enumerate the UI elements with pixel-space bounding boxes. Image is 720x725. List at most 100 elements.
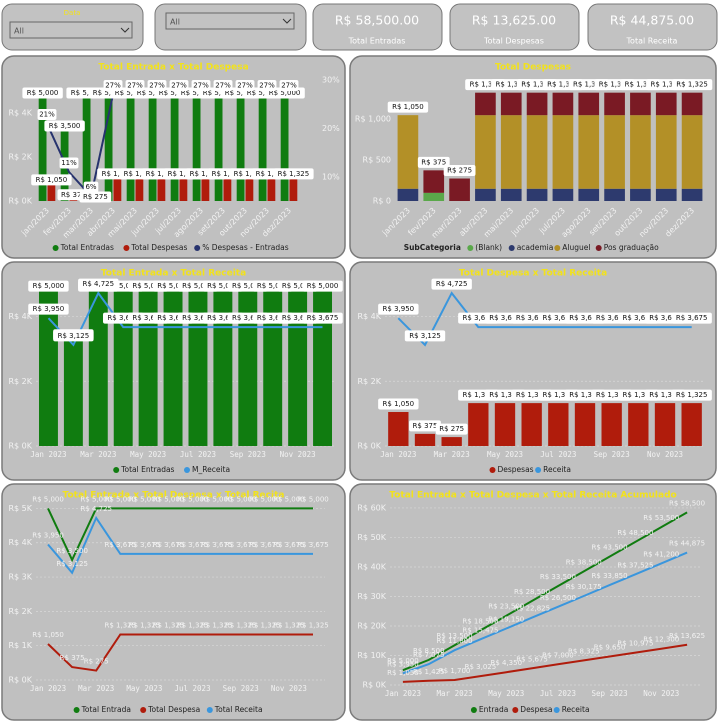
legend-swatch xyxy=(553,707,560,713)
value-label: R$ 1,700 xyxy=(439,667,471,675)
bar-segment xyxy=(604,115,625,189)
bar xyxy=(157,171,166,201)
bar-segment xyxy=(604,188,625,201)
value-label: R$ 3,950 xyxy=(33,305,65,313)
value-label: R$ 1,325 xyxy=(625,81,657,89)
value-label: R$ 4,725 xyxy=(82,280,114,288)
value-label: R$ 1,325 xyxy=(516,391,548,399)
value-label: R$ 5,000 xyxy=(153,495,185,503)
x-tick-label: Nov 2023 xyxy=(271,684,307,693)
value-label: R$ 1,325 xyxy=(278,170,310,178)
bar xyxy=(441,437,462,446)
value-label: R$ 3,675 xyxy=(225,541,257,549)
legend-swatch xyxy=(140,707,147,713)
value-label: R$ 1,325 xyxy=(573,81,605,89)
x-tick-label: Nov 2023 xyxy=(280,450,316,459)
bar xyxy=(628,403,649,446)
value-label: R$ 8,500 xyxy=(413,647,445,655)
panel xyxy=(349,261,717,481)
bar-segment xyxy=(500,92,522,116)
legend-label: Receita xyxy=(543,465,571,474)
legend-swatch xyxy=(554,245,561,251)
value-label: R$ 5,000 xyxy=(282,282,314,290)
x-tick-label: Jul 2023 xyxy=(180,450,216,459)
legend-label: Receita xyxy=(562,705,590,714)
value-label-box xyxy=(387,101,429,113)
series-line xyxy=(47,633,313,672)
legend-label: Despesa xyxy=(520,705,552,714)
legend-label: % Despesas - Entradas xyxy=(202,243,289,252)
value-label: R$ 1,325 xyxy=(547,81,579,89)
value-label: R$ 5,000 xyxy=(181,89,213,97)
y-tick-label: R$ 0K xyxy=(8,676,32,685)
value-label: R$ 1,425 xyxy=(413,668,445,676)
x-tick-label: Jul 2023 xyxy=(174,684,210,693)
value-label-box xyxy=(28,303,69,315)
value-label: R$ 3,675 xyxy=(543,314,575,322)
value-label: R$ 3,675 xyxy=(596,314,628,322)
value-label: R$ 1,325 xyxy=(129,622,161,630)
value-label: R$ 3,675 xyxy=(207,314,239,322)
value-label: 27% xyxy=(105,82,121,90)
bar xyxy=(601,403,622,446)
value-label-box xyxy=(435,423,468,435)
x-tick-label: May 2023 xyxy=(130,450,166,459)
y-tick-label: R$ 2K xyxy=(8,377,32,386)
value-label: R$ 3,675 xyxy=(489,314,521,322)
value-label: R$ 33,500 xyxy=(540,573,576,581)
bar xyxy=(126,91,135,201)
value-label: 27% xyxy=(281,82,297,90)
bar xyxy=(135,171,144,201)
y-tick-label: R$ 3K xyxy=(8,573,32,582)
bar xyxy=(681,403,702,446)
value-label-box xyxy=(417,156,450,168)
value-label: R$ 3,675 xyxy=(104,541,136,549)
bar xyxy=(104,91,113,201)
legend-label: Total Receita xyxy=(214,705,263,714)
y-tick-label: R$ 4K xyxy=(8,109,32,118)
value-label-box xyxy=(103,80,123,92)
y-tick-label: R$ 30K xyxy=(357,592,386,601)
value-label: R$ 1,050 xyxy=(383,400,415,408)
legend-swatch xyxy=(470,707,477,713)
x-tick-label: May 2023 xyxy=(487,450,523,459)
value-label: R$ 1,050 xyxy=(387,669,419,677)
value-label: R$ 3,950 xyxy=(32,531,64,539)
kpi-card xyxy=(312,3,443,51)
value-label: R$ 5,000 xyxy=(203,89,235,97)
value-label: R$ 5,000 xyxy=(137,89,169,97)
value-label: R$ 5,000 xyxy=(80,495,112,503)
value-label-box xyxy=(83,181,99,193)
value-label: 6% xyxy=(85,183,96,191)
dropdown[interactable] xyxy=(165,12,295,30)
value-label-box xyxy=(59,157,79,169)
x-tick-label: Nov 2023 xyxy=(647,450,683,459)
bar xyxy=(47,177,56,201)
value-label: R$ 3,950 xyxy=(383,305,415,313)
value-label: R$ 5,000 xyxy=(225,495,257,503)
bar xyxy=(201,171,210,201)
value-label: R$ 18,500 xyxy=(462,617,498,625)
value-label: R$ 5,000 xyxy=(159,89,191,97)
value-label: R$ 5,000 xyxy=(71,89,103,97)
value-label: R$ 1,325 xyxy=(521,81,553,89)
kpi-label: Total Despesas xyxy=(483,37,544,46)
dropdown[interactable] xyxy=(9,21,133,39)
bar-segment xyxy=(578,188,600,201)
series-line xyxy=(397,291,692,347)
value-label-box xyxy=(409,420,441,432)
value-label-box xyxy=(191,80,211,92)
value-label-box xyxy=(404,330,446,342)
bar xyxy=(236,91,245,201)
y-tick-label: R$ 0K xyxy=(357,442,381,451)
kpi-label: Total Entradas xyxy=(348,37,406,46)
value-label: R$ 1,325 xyxy=(543,391,575,399)
y-tick-label: R$ 0 xyxy=(373,197,391,206)
value-label: 11% xyxy=(61,159,77,167)
legend-title: SubCategoria xyxy=(404,243,461,252)
value-label-box xyxy=(302,312,343,324)
bar-segment xyxy=(526,188,548,201)
value-label: R$ 41,200 xyxy=(643,550,679,558)
bar xyxy=(258,91,267,201)
value-label: R$ 5,000 xyxy=(387,657,419,665)
